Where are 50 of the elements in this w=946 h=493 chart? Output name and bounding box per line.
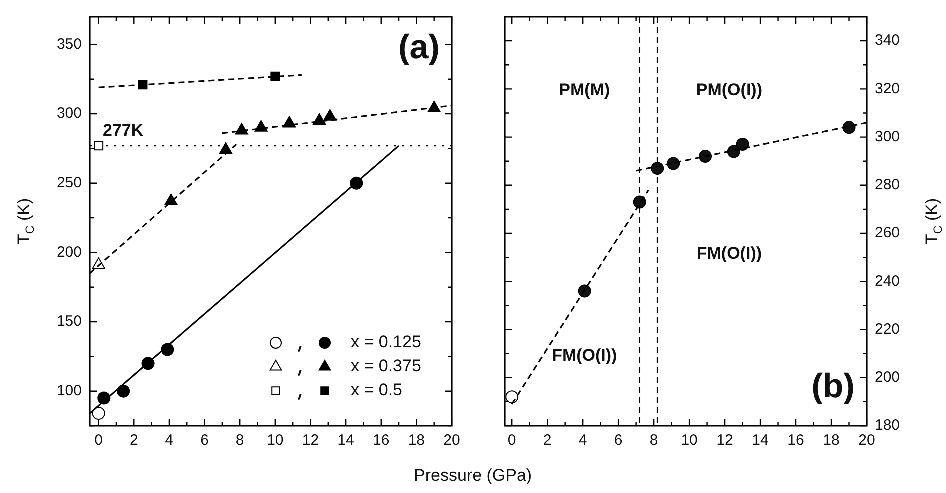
ref-line-label: 277K xyxy=(103,120,144,140)
y2-tick-label: 280 xyxy=(875,176,900,194)
y2-tick-label: 260 xyxy=(875,224,900,242)
annotation: PM(O(I)) xyxy=(696,80,762,100)
legend-label: x = 0.125 xyxy=(351,332,422,352)
x-tick-label: 16 xyxy=(788,432,804,450)
x-tick-label: 10 xyxy=(681,432,698,450)
y2-tick-label: 180 xyxy=(875,417,900,434)
annotation: FM(O(I)) xyxy=(552,346,618,366)
y-tick-label: 200 xyxy=(56,244,82,261)
x-tick-label: 2 xyxy=(543,432,552,450)
y-tick-label: 100 xyxy=(56,382,82,400)
y-tick-label: 350 xyxy=(56,36,82,53)
x-tick-label: 6 xyxy=(200,432,209,450)
x-tick-label: 18 xyxy=(408,432,426,450)
y-axis-title: TC (K) xyxy=(14,198,38,245)
annotation: (a) xyxy=(398,28,440,66)
x-tick-label: 20 xyxy=(444,432,460,450)
y2-tick-label: 240 xyxy=(875,272,900,290)
y2-tick-label: 200 xyxy=(875,369,900,386)
x-tick-label: 4 xyxy=(578,432,588,450)
y2-axis-title: TC (K) xyxy=(922,198,946,245)
x-tick-label: 12 xyxy=(302,432,320,450)
x-tick-label: 14 xyxy=(752,432,769,450)
y-tick-label: 300 xyxy=(56,105,82,122)
x-tick-label: 2 xyxy=(130,432,138,450)
x-tick-label: 0 xyxy=(94,432,103,450)
y2-tick-label: 300 xyxy=(875,128,900,146)
annotation: PM(M) xyxy=(559,80,610,100)
y-tick-label: 150 xyxy=(56,313,82,330)
x-tick-label: 10 xyxy=(267,432,284,450)
y2-tick-label: 220 xyxy=(875,320,900,338)
x-tick-label: 0 xyxy=(508,432,516,450)
y2-tick-label: 320 xyxy=(875,80,900,98)
x-tick-label: 8 xyxy=(236,432,244,450)
legend-label: x = 0.5 xyxy=(351,380,403,400)
annotation: (b) xyxy=(812,367,855,406)
y2-tick-label: 340 xyxy=(875,32,900,50)
x-tick-label: 14 xyxy=(338,432,354,450)
x-axis-title: Pressure (GPa) xyxy=(414,466,532,486)
annotation: FM(O(I)) xyxy=(696,244,762,263)
x-tick-label: 16 xyxy=(373,432,390,450)
x-tick-label: 12 xyxy=(716,432,734,450)
x-tick-label: 8 xyxy=(650,432,658,450)
x-tick-label: 20 xyxy=(858,432,876,450)
x-tick-label: 18 xyxy=(823,432,840,450)
y-tick-label: 250 xyxy=(56,174,82,192)
legend-label: x = 0.375 xyxy=(351,356,422,376)
x-tick-label: 4 xyxy=(165,432,174,450)
x-tick-label: 6 xyxy=(614,432,623,450)
